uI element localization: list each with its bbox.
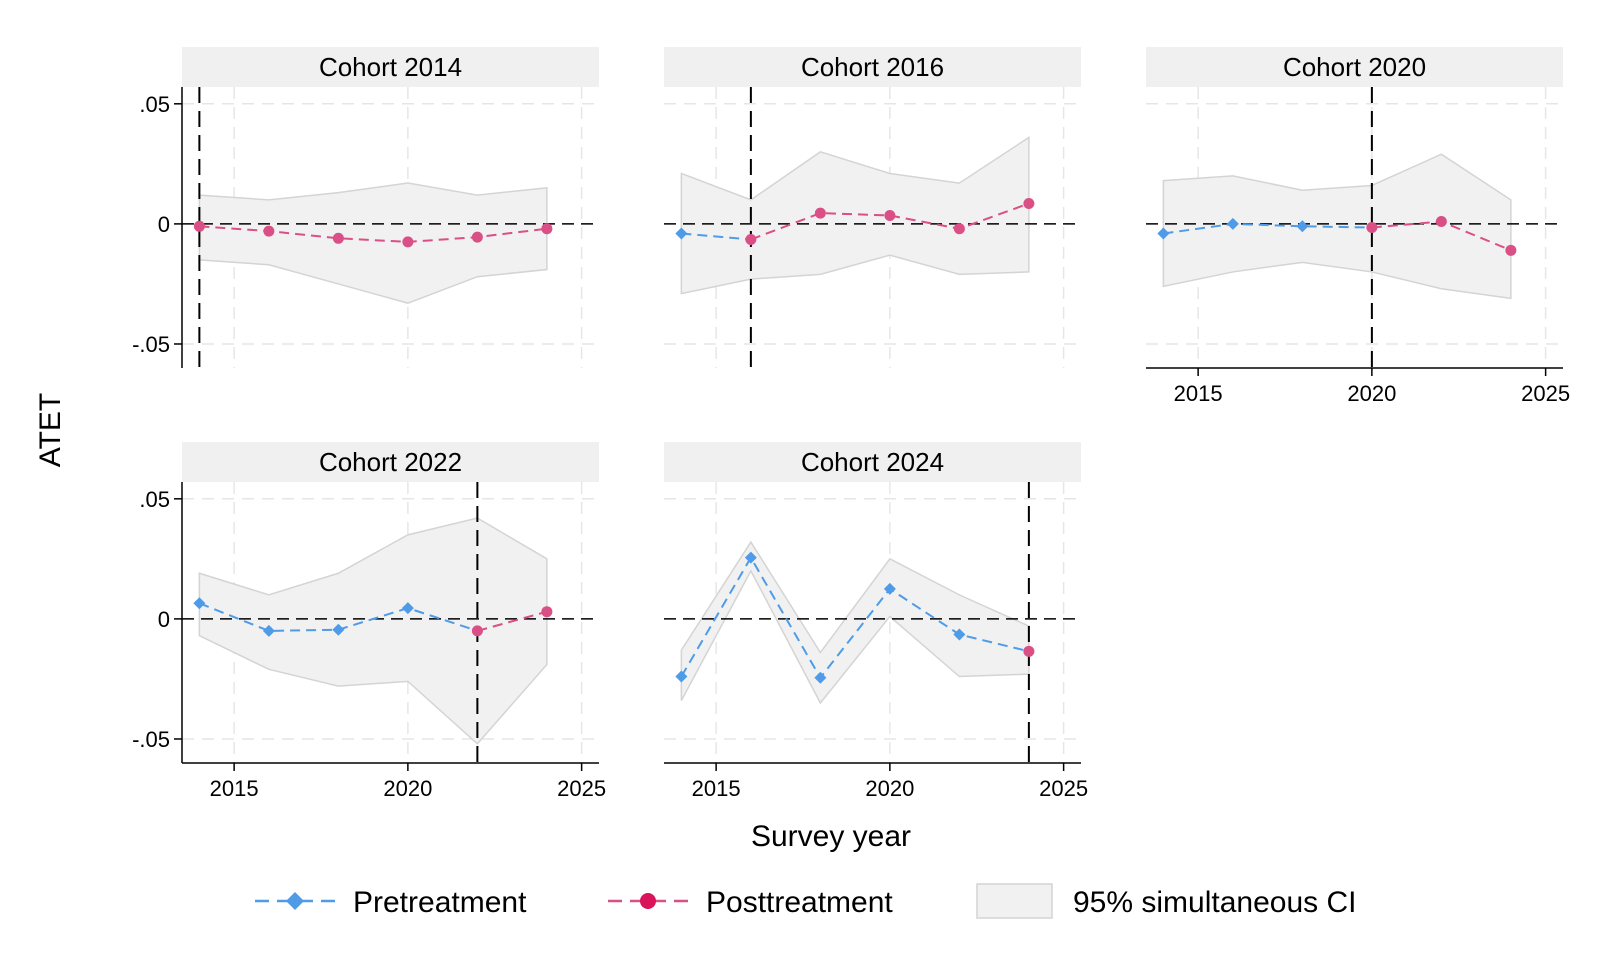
cohort-2024-x-tick-label: 2015 <box>692 776 741 801</box>
cohort-2014-posttreatment-point-2024 <box>541 223 553 235</box>
cohort-2016-posttreatment-point-2016 <box>745 234 757 246</box>
legend-item-ci: 95% simultaneous CI <box>976 883 1356 919</box>
cohort-2022-panel: Cohort 2022 .05 0 -.05 2015 2020 2025 <box>132 442 606 801</box>
panels-group: Cohort 2014 .05 0 -.05 Cohort 2016 Cohort 202… <box>132 47 1570 801</box>
cohort-2016-posttreatment-point-2024 <box>1023 197 1035 209</box>
cohort-2024-pretreatment-point-2016 <box>744 551 757 564</box>
cohort-2022-pretreatment-point-2014 <box>193 597 206 610</box>
cohort-2014-y-tick-label: 0 <box>158 212 170 237</box>
cohort-2022-title-strip <box>182 442 599 482</box>
cohort-2014-posttreatment-point-2022 <box>471 231 483 243</box>
cohort-2020-ci-band <box>1162 153 1512 300</box>
cohort-2022-pretreatment-point-2018 <box>332 623 345 636</box>
cohort-2020-pretreatment-line <box>1163 222 1372 235</box>
cohort-2022-y-tick-label: .05 <box>139 487 170 512</box>
cohort-2022-ci-band <box>198 517 548 745</box>
cohort-2022-posttreatment-point-2024 <box>541 606 553 618</box>
cohort-2020-x-tick-label: 2020 <box>1347 381 1396 406</box>
legend-pretreatment-diamond-icon <box>286 892 304 910</box>
cohort-2020-title: Cohort 2020 <box>1283 52 1426 82</box>
cohort-2020-x-tick-label: 2015 <box>1174 381 1223 406</box>
cohort-2014-y-tick-label: -.05 <box>132 332 170 357</box>
legend-ci-swatch <box>976 883 1053 919</box>
legend-item-posttreatment: Posttreatment <box>608 886 893 919</box>
cohort-2020-title-strip <box>1146 47 1563 87</box>
cohort-2014-ci-band <box>198 182 548 304</box>
cohort-2022-y-tick-label: -.05 <box>132 727 170 752</box>
cohort-2024-pretreatment-point-2020 <box>883 582 896 595</box>
cohort-2022-x-tick-label: 2015 <box>210 776 259 801</box>
cohort-2016-pretreatment-line <box>681 232 751 241</box>
cohort-2022-pretreatment-point-2020 <box>401 602 414 615</box>
cohort-2024-pretreatment-point-2018 <box>814 671 827 684</box>
cohort-2022-posttreatment-line <box>477 610 548 632</box>
cohort-2024-pretreatment-line <box>680 555 1030 680</box>
x-axis-title: Survey year <box>751 820 911 853</box>
cohort-2024-title: Cohort 2024 <box>801 447 944 477</box>
cohort-2016-posttreatment-line <box>750 202 1030 241</box>
cohort-2016-ci-band <box>680 136 1030 295</box>
cohort-2022-x-tick-label: 2020 <box>383 776 432 801</box>
cohort-2022-y-tick-label: 0 <box>158 607 170 632</box>
cohort-2024-ci-band <box>680 540 1030 705</box>
cohort-2014-posttreatment-point-2018 <box>332 232 344 244</box>
cohort-2024-pretreatment-point-2022 <box>953 628 966 641</box>
cohort-2020-posttreatment-point-2022 <box>1435 215 1447 227</box>
cohort-2020-pretreatment-point-2016 <box>1226 217 1239 230</box>
legend-item-pretreatment: Pretreatment <box>255 886 527 919</box>
cohort-2024-posttreatment-point-2024 <box>1023 645 1035 657</box>
cohort-2016-pretreatment-point-2014 <box>675 227 688 240</box>
y-axis-title: ATET <box>34 393 67 467</box>
cohort-2024-x-tick-label: 2025 <box>1039 776 1088 801</box>
cohort-2020-x-tick-label: 2025 <box>1521 381 1570 406</box>
cohort-2016-title: Cohort 2016 <box>801 52 944 82</box>
cohort-2014-title: Cohort 2014 <box>319 52 462 82</box>
legend-posttreatment-circle-icon <box>640 893 656 909</box>
cohort-2014-title-strip <box>182 47 599 87</box>
cohort-2016-panel: Cohort 2016 <box>664 47 1081 368</box>
cohort-2014-posttreatment-point-2016 <box>263 225 275 237</box>
cohort-2022-title: Cohort 2022 <box>319 447 462 477</box>
legend-pretreatment-label: Pretreatment <box>353 886 527 919</box>
cohort-2014-posttreatment-point-2020 <box>402 236 414 248</box>
cohort-2020-posttreatment-point-2024 <box>1505 244 1517 256</box>
cohort-2016-posttreatment-point-2020 <box>884 209 896 221</box>
cohort-2020-pretreatment-point-2014 <box>1157 227 1170 240</box>
cohort-2014-posttreatment-point-2014 <box>193 220 205 232</box>
cohort-2016-posttreatment-point-2022 <box>953 223 965 235</box>
cohort-2024-title-strip <box>664 442 1081 482</box>
cohort-2022-pretreatment-point-2016 <box>262 624 275 637</box>
cohort-2024-x-tick-label: 2020 <box>865 776 914 801</box>
cohort-2020-posttreatment-point-2020 <box>1366 222 1378 233</box>
cohort-2016-title-strip <box>664 47 1081 87</box>
cohort-2014-posttreatment-line <box>199 225 547 243</box>
cohort-2014-y-tick-label: .05 <box>139 92 170 117</box>
legend: Pretreatment Posttreatment 95% simultane… <box>255 883 1356 919</box>
cohort-2022-x-tick-label: 2025 <box>557 776 606 801</box>
cohort-2016-posttreatment-point-2018 <box>814 207 826 219</box>
cohort-2024-pretreatment-point-2014 <box>675 670 688 683</box>
legend-posttreatment-label: Posttreatment <box>706 886 893 919</box>
cohort-2020-pretreatment-point-2018 <box>1296 220 1309 233</box>
cohort-2024-panel: Cohort 2024 2015 2020 2025 <box>664 442 1088 801</box>
cohort-2014-panel: Cohort 2014 .05 0 -.05 <box>132 47 599 368</box>
legend-ci-label: 95% simultaneous CI <box>1073 886 1356 919</box>
cohort-2020-panel: Cohort 2020 2015 2020 2025 <box>1146 47 1570 406</box>
cohort-2022-posttreatment-point-2022 <box>471 625 483 637</box>
